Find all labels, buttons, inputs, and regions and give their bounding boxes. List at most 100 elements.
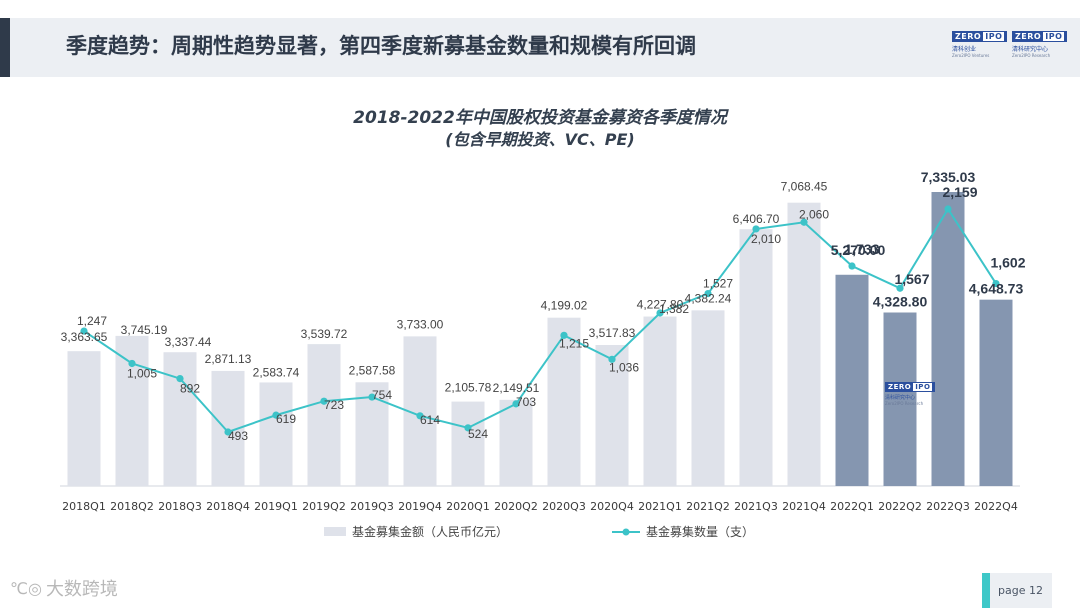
x-tick-label: 2018Q4 bbox=[206, 500, 250, 513]
x-tick-label: 2018Q2 bbox=[110, 500, 154, 513]
count-value-label: 892 bbox=[180, 382, 200, 396]
count-point-2019Q3 bbox=[368, 393, 376, 401]
bar-value-label: 2,149.51 bbox=[493, 381, 540, 395]
logo-sub: 清科研究中心 bbox=[1012, 46, 1049, 53]
bar-value-label: 4,227.80 bbox=[637, 298, 684, 312]
count-point-2018Q1 bbox=[80, 327, 88, 335]
count-point-2022Q1 bbox=[848, 262, 856, 270]
logo-en: Zero2IPO Ventures bbox=[952, 53, 990, 58]
x-tick-label: 2022Q1 bbox=[830, 500, 874, 513]
count-point-2019Q2 bbox=[320, 397, 328, 405]
page-number-accent bbox=[982, 573, 990, 608]
count-value-label: 619 bbox=[276, 412, 296, 426]
bar-2021Q1 bbox=[643, 316, 677, 486]
bar-value-label: 3,539.72 bbox=[301, 327, 348, 341]
bar-value-label: 7,068.45 bbox=[781, 180, 828, 194]
bar-2022Q2 bbox=[883, 312, 917, 486]
count-value-label: 1,005 bbox=[127, 366, 157, 380]
count-point-2018Q3 bbox=[176, 374, 184, 383]
count-value-label: 1,382 bbox=[659, 302, 689, 316]
brand-icon: ℃◎ bbox=[10, 578, 42, 598]
count-value-label: 723 bbox=[324, 398, 344, 412]
legend-line-marker bbox=[622, 528, 630, 536]
x-tick-label: 2021Q1 bbox=[638, 500, 682, 513]
count-value-label: 2,159 bbox=[942, 184, 977, 200]
x-tick-label: 2021Q3 bbox=[734, 500, 778, 513]
bar-2022Q3 bbox=[931, 192, 965, 486]
logo-mark: ZERO IPO bbox=[952, 31, 1008, 42]
bar-value-label: 6,406.70 bbox=[733, 212, 780, 226]
bar-2020Q1 bbox=[451, 401, 485, 486]
bar-2020Q3 bbox=[547, 317, 581, 486]
legend-line-label: 基金募集数量（支） bbox=[646, 524, 754, 539]
count-point-2021Q2 bbox=[704, 289, 712, 298]
count-point-2020Q2 bbox=[512, 400, 520, 408]
bar-value-label: 2,587.58 bbox=[349, 363, 396, 377]
x-tick-label: 2018Q1 bbox=[62, 500, 106, 513]
x-tick-label: 2022Q2 bbox=[878, 500, 922, 513]
count-point-2022Q3 bbox=[944, 205, 952, 213]
bar-2018Q3 bbox=[163, 352, 197, 486]
logo-en: Zero2IPO Research bbox=[885, 401, 924, 406]
count-point-2020Q3 bbox=[560, 331, 568, 339]
x-tick-label: 2020Q4 bbox=[590, 500, 634, 513]
chart-subtitle: (包含早期投资、VC、PE) bbox=[445, 130, 635, 149]
count-value-label: 1,527 bbox=[703, 277, 733, 291]
zero2ipo-research-logo: ZERO IPO 清科研究中心 Zero2IPO Research bbox=[1012, 31, 1068, 58]
bar-value-label: 3,733.00 bbox=[397, 317, 444, 331]
page-title: 季度趋势：周期性趋势显著，第四季度新募基金数量和规模有所回调 bbox=[66, 34, 696, 58]
x-tick-label: 2021Q4 bbox=[782, 500, 826, 513]
count-value-label: 1,215 bbox=[559, 336, 589, 350]
brand-text: 大数跨境 bbox=[45, 579, 118, 600]
bar-2020Q4 bbox=[595, 344, 629, 486]
logo-mark: ZERO IPO bbox=[885, 382, 936, 392]
x-tick-label: 2019Q1 bbox=[254, 500, 298, 513]
count-point-2020Q1 bbox=[464, 424, 472, 432]
count-point-2019Q1 bbox=[272, 411, 280, 419]
x-tick-label: 2022Q4 bbox=[974, 500, 1018, 513]
bar-value-label: 3,363.65 bbox=[61, 330, 108, 344]
x-tick-label: 2020Q1 bbox=[446, 500, 490, 513]
count-value-label: 703 bbox=[516, 395, 536, 409]
count-value-label: 754 bbox=[372, 388, 392, 402]
count-point-2021Q3 bbox=[752, 225, 760, 233]
count-point-2021Q1 bbox=[656, 309, 664, 317]
x-tick-label: 2019Q4 bbox=[398, 500, 442, 513]
logo-en: Zero2IPO Research bbox=[1012, 53, 1051, 58]
logo-sub: 清科创业 bbox=[952, 46, 977, 53]
count-value-label: 493 bbox=[228, 429, 248, 443]
bar-2022Q1 bbox=[835, 274, 869, 486]
count-value-label: 1,567 bbox=[894, 271, 929, 287]
bar-2019Q1 bbox=[259, 382, 293, 486]
count-value-label: 1,036 bbox=[609, 360, 639, 374]
count-value-label: 524 bbox=[468, 427, 488, 441]
x-tick-label: 2019Q3 bbox=[350, 500, 394, 513]
count-point-2020Q4 bbox=[608, 355, 616, 363]
count-point-2018Q2 bbox=[128, 359, 136, 368]
x-tick-label: 2020Q3 bbox=[542, 500, 586, 513]
bar-value-label: 7,335.03 bbox=[921, 169, 976, 185]
page-number-box bbox=[982, 573, 1052, 608]
bar-2021Q3 bbox=[739, 229, 773, 486]
header-accent-bar bbox=[0, 18, 10, 77]
bar-value-label: 2,583.74 bbox=[253, 365, 300, 379]
x-tick-label: 2019Q2 bbox=[302, 500, 346, 513]
bar-2022Q4 bbox=[979, 299, 1013, 486]
bar-value-label: 3,517.83 bbox=[589, 326, 636, 340]
count-point-2022Q4 bbox=[992, 279, 1000, 288]
bar-2018Q2 bbox=[115, 335, 149, 486]
bar-2019Q2 bbox=[307, 344, 341, 486]
x-tick-label: 2020Q2 bbox=[494, 500, 538, 513]
count-value-label: 2,010 bbox=[751, 232, 781, 246]
count-value-label: 1,733 bbox=[844, 241, 879, 257]
bar-value-label: 4,199.02 bbox=[541, 299, 588, 313]
count-value-label: 1,247 bbox=[77, 314, 107, 328]
count-series-line bbox=[83, 207, 997, 434]
bar-value-label: 5,270.00 bbox=[831, 242, 886, 258]
bar-value-label: 2,871.13 bbox=[205, 352, 252, 366]
count-point-2018Q4 bbox=[224, 428, 232, 436]
header-band bbox=[0, 18, 1080, 77]
count-point-2021Q4 bbox=[800, 218, 808, 226]
bar-value-label: 2,105.78 bbox=[445, 381, 492, 395]
logo-mark: ZERO IPO bbox=[1012, 31, 1068, 42]
